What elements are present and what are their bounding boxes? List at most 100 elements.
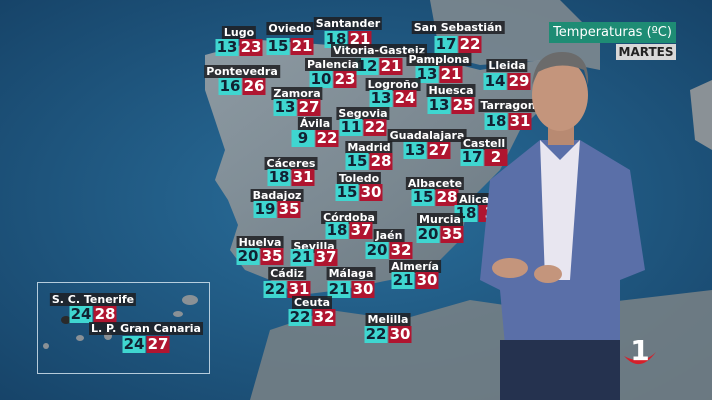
city-name: Huelva: [236, 236, 284, 249]
max-temperature: 32: [389, 241, 413, 259]
temperature-pair: 13 27: [273, 98, 321, 116]
city-name: Ávila: [297, 117, 333, 130]
max-temperature: 26: [242, 77, 266, 95]
max-temperature: 22: [315, 129, 339, 147]
presenter-trousers: [500, 340, 620, 400]
max-temperature: 23: [333, 70, 357, 88]
temperature-pair: 18 31: [484, 112, 532, 130]
temperature-pair: 12 21: [355, 57, 403, 75]
city-name: Santander: [313, 17, 383, 30]
max-temperature: 24: [393, 89, 417, 107]
temperature-pair: 11 22: [339, 118, 387, 136]
temperature-pair: 13 25: [427, 97, 475, 114]
max-temperature: 22: [363, 118, 387, 136]
temperature-pair: 15 28: [411, 189, 459, 206]
city-name: Vitoria-Gasteiz: [331, 44, 427, 57]
temperature-pair: 9 22: [291, 129, 339, 147]
city-name: Córdoba: [321, 211, 377, 224]
max-temperature: 32: [312, 308, 336, 326]
city-name: Toledo: [336, 172, 382, 185]
temperature-pair: 15 30: [335, 183, 383, 201]
max-temperature: 35: [260, 247, 284, 265]
max-temperature: 30: [415, 271, 439, 289]
city-name: Lleida: [486, 59, 528, 72]
city-name: Lugo: [221, 26, 257, 39]
canary-islands-inset: [37, 282, 210, 374]
max-temperature: 31: [508, 112, 532, 130]
max-temperature: 2: [484, 149, 508, 166]
min-temperature: 18: [267, 168, 291, 186]
max-temperature: 31: [287, 280, 311, 298]
temperature-pair: 18 21: [324, 30, 372, 48]
max-temperature: 21: [348, 30, 372, 48]
temperature-pair: 21 37: [290, 249, 338, 266]
temperature-pair: 10 23: [309, 70, 357, 88]
presenter-hands: [492, 258, 528, 278]
sardinia: [690, 80, 712, 150]
min-temperature: 22: [288, 308, 312, 326]
city-name: Castell: [460, 137, 508, 150]
city-name: Zamora: [271, 87, 323, 100]
max-temperature: 21: [290, 37, 314, 55]
canary-island: [61, 316, 71, 324]
max-temperature: 30: [351, 280, 375, 298]
temperature-pair: 20 35: [416, 225, 464, 243]
max-temperature: 29: [507, 72, 531, 90]
city-name: Jaén: [373, 229, 405, 242]
min-temperature: 9: [291, 130, 315, 147]
temperature-pair: 24 27: [122, 335, 170, 353]
min-temperature: 18: [484, 112, 508, 130]
city-name: Albacete: [405, 177, 465, 190]
city-name: Oviedo: [266, 22, 314, 35]
canary-island: [173, 311, 183, 317]
min-temperature: 22: [263, 280, 287, 298]
city-name: Almería: [389, 260, 441, 273]
min-temperature: 13: [415, 65, 439, 83]
temperature-pair: 24 28: [69, 305, 117, 323]
min-temperature: 16: [218, 77, 242, 95]
max-temperature: 27: [146, 335, 170, 353]
min-temperature: 14: [483, 72, 507, 90]
max-temperature: 28: [369, 152, 393, 170]
temperature-pair: 20 32: [365, 241, 413, 259]
presenter-head: [532, 59, 588, 131]
temperature-pair: 15 28: [345, 152, 393, 170]
temperature-pair: 13 21: [415, 65, 463, 83]
min-temperature: 12: [355, 57, 379, 75]
min-temperature: 13: [215, 38, 239, 56]
temperature-pair: 21 30: [391, 271, 439, 289]
temperature-pair: 19 35: [253, 200, 301, 218]
min-temperature: 17: [460, 148, 484, 166]
min-temperature: 22: [364, 325, 388, 343]
max-temperature: 27: [297, 98, 321, 116]
temperature-pair: 18 31: [267, 168, 315, 186]
city-name: San Sebastián: [411, 21, 505, 34]
city-name: Murcia: [417, 213, 463, 226]
min-temperature: 24: [122, 335, 146, 353]
min-temperature: 19: [253, 200, 277, 218]
temperature-pair: 13 23: [215, 38, 263, 56]
canary-island: [43, 343, 49, 349]
logo-digit: 1: [630, 334, 649, 367]
temperature-pair: 16 26: [218, 77, 266, 95]
max-temperature: 27: [427, 141, 451, 159]
min-temperature: 13: [273, 98, 297, 116]
min-temperature: 17: [434, 35, 458, 53]
min-temperature: 18: [324, 30, 348, 48]
city-name: Pamplona: [406, 53, 472, 66]
min-temperature: 13: [403, 141, 427, 159]
max-temperature: 35: [440, 225, 464, 243]
min-temperature: 24: [69, 305, 93, 323]
min-temperature: 20: [365, 241, 389, 259]
temperature-pair: 20 35: [236, 247, 284, 265]
min-temperature: 15: [266, 37, 290, 55]
min-temperature: 20: [416, 225, 440, 243]
city-name: Palencia: [305, 58, 361, 71]
max-temperature: 31: [291, 168, 315, 186]
max-temperature: 21: [439, 65, 463, 83]
max-temperature: 28: [93, 305, 117, 323]
logo-swoosh: [624, 352, 656, 365]
temperature-pair: 15 21: [266, 37, 314, 55]
min-temperature: 15: [335, 183, 359, 201]
city-name: Huesca: [426, 84, 476, 97]
